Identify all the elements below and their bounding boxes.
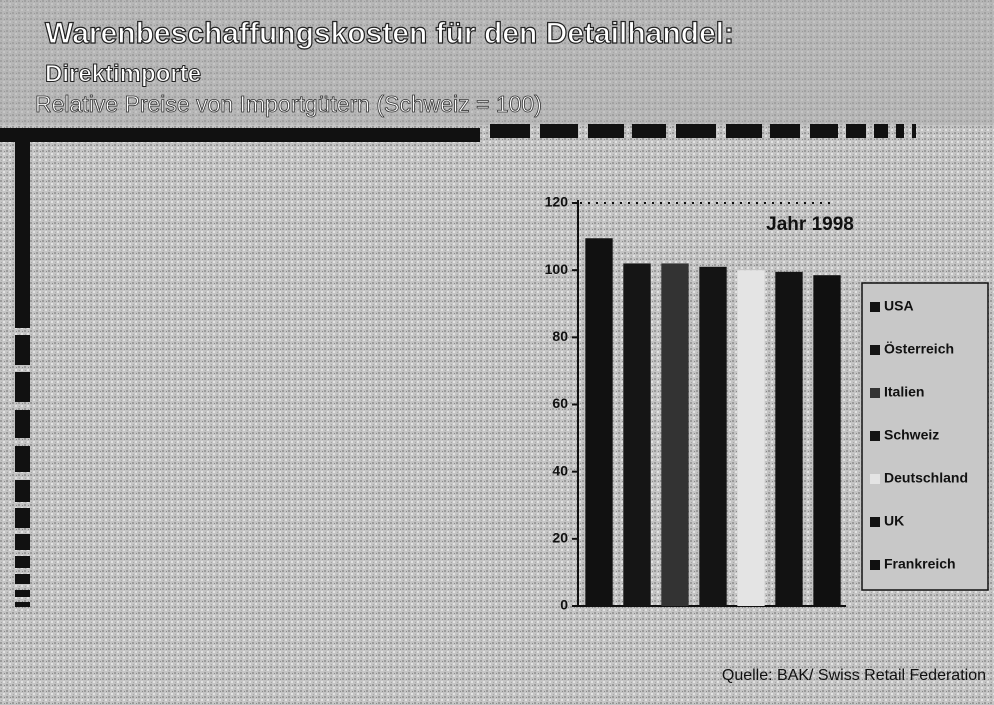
legend-swatch — [870, 517, 880, 527]
header-band — [0, 0, 994, 125]
bar — [585, 238, 613, 606]
legend-label: Italien — [884, 384, 924, 400]
y-tick-label: 60 — [552, 395, 568, 411]
legend-label: UK — [884, 513, 904, 529]
left-dashes — [15, 335, 30, 607]
bar — [661, 263, 689, 606]
y-tick-label: 0 — [560, 597, 568, 613]
legend-box — [861, 282, 989, 591]
legend-swatch — [870, 345, 880, 355]
y-tick-label: 120 — [545, 194, 569, 210]
bar — [737, 270, 765, 606]
bar — [775, 271, 803, 606]
legend-label: Schweiz — [884, 427, 939, 443]
header-rule — [0, 128, 480, 142]
legend-swatch — [870, 560, 880, 570]
title-line-2: Direktimporte — [45, 60, 201, 87]
left-rule — [15, 128, 30, 328]
bar — [699, 266, 727, 606]
legend-swatch — [870, 431, 880, 441]
bar — [623, 263, 651, 606]
legend-label: Frankreich — [884, 556, 956, 572]
y-tick-label: 80 — [552, 328, 568, 344]
y-tick-label: 100 — [545, 261, 569, 277]
annotation: Jahr 1998 — [766, 214, 854, 235]
bar — [813, 275, 841, 606]
legend-label: USA — [884, 298, 914, 314]
subtitle: Relative Preise von Importgütern (Schwei… — [35, 91, 542, 117]
legend-label: Österreich — [884, 341, 954, 357]
legend-swatch — [870, 302, 880, 312]
y-tick-label: 40 — [552, 462, 568, 478]
legend-swatch — [870, 388, 880, 398]
legend-swatch — [870, 474, 880, 484]
legend-label: Deutschland — [884, 470, 968, 486]
y-tick-label: 20 — [552, 530, 568, 546]
title: Warenbeschaffungskosten für den Detailha… — [45, 17, 734, 50]
header-dashes — [490, 124, 916, 138]
source: Quelle: BAK/ Swiss Retail Federation — [722, 667, 986, 684]
